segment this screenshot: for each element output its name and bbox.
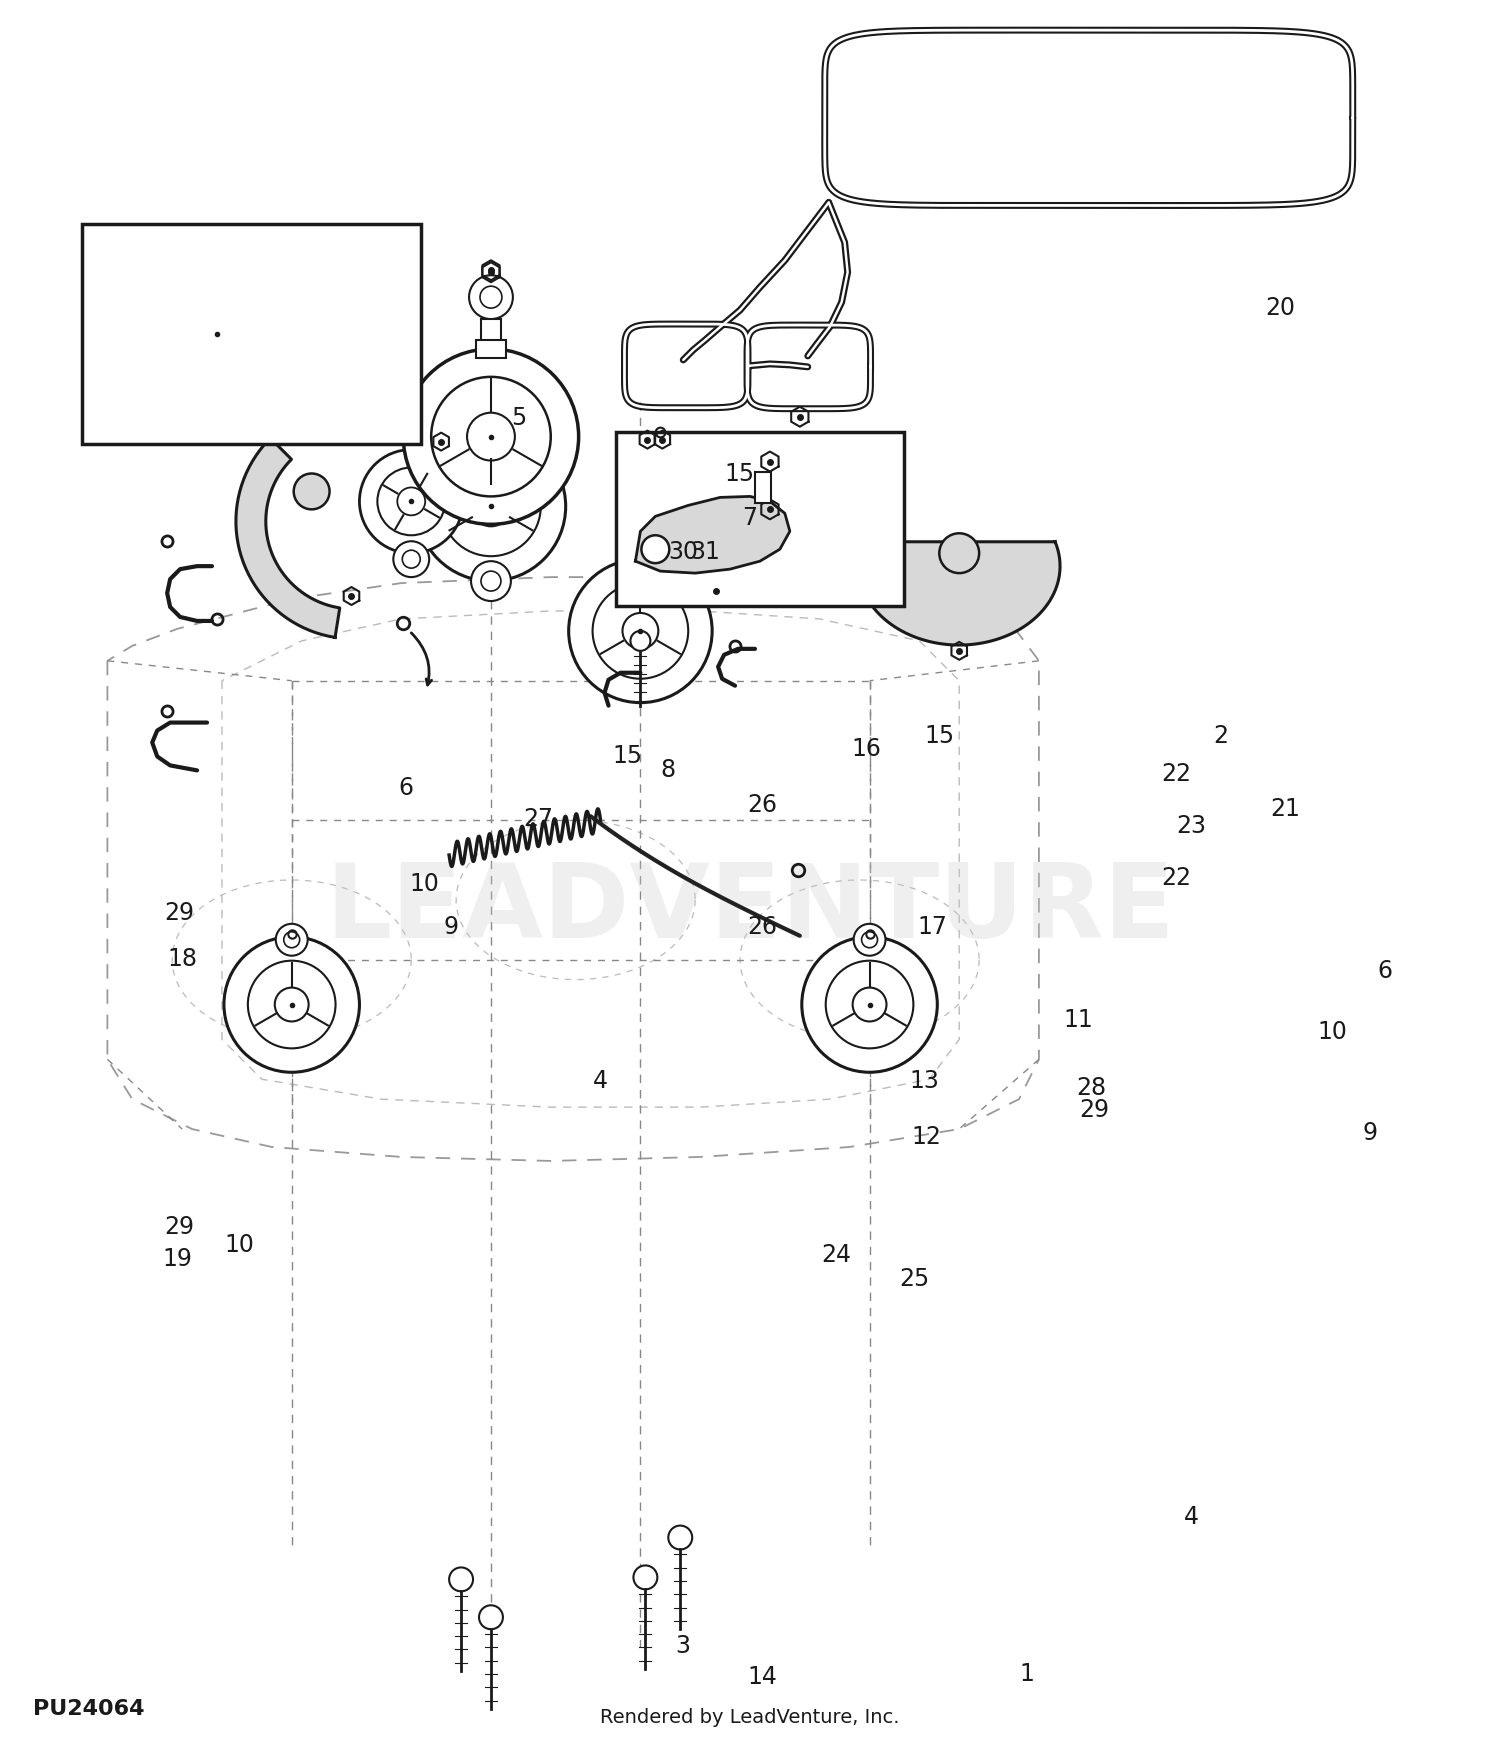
Circle shape (441, 457, 542, 556)
Circle shape (448, 1568, 472, 1591)
Circle shape (378, 467, 446, 536)
Circle shape (470, 275, 513, 318)
Text: 20: 20 (1266, 296, 1296, 320)
Text: 25: 25 (900, 1267, 930, 1292)
Polygon shape (236, 438, 340, 637)
Circle shape (852, 987, 886, 1022)
Bar (482, 318, 501, 341)
Text: 21: 21 (1270, 796, 1300, 821)
Circle shape (196, 313, 237, 354)
Text: 2: 2 (1214, 723, 1228, 747)
Circle shape (274, 987, 309, 1022)
Text: 5: 5 (512, 406, 526, 430)
Text: 28: 28 (1076, 1076, 1106, 1099)
Circle shape (853, 924, 885, 956)
Circle shape (430, 376, 550, 497)
Circle shape (592, 583, 688, 679)
Text: 9: 9 (444, 915, 459, 940)
Text: 12: 12 (912, 1125, 942, 1148)
Text: 26: 26 (747, 793, 777, 817)
Text: 15: 15 (612, 744, 642, 768)
Text: 6: 6 (399, 775, 414, 800)
Circle shape (276, 924, 308, 956)
Circle shape (416, 432, 566, 581)
Text: 9: 9 (1362, 1122, 1377, 1144)
Circle shape (248, 961, 336, 1048)
Circle shape (630, 632, 651, 651)
Text: PU24064: PU24064 (33, 1699, 144, 1718)
Circle shape (398, 488, 424, 514)
Circle shape (802, 936, 938, 1073)
Bar (615, 432, 904, 606)
Text: 15: 15 (724, 462, 754, 486)
Text: 18: 18 (166, 947, 196, 971)
Bar (476, 340, 506, 359)
Circle shape (642, 536, 669, 564)
Text: 17: 17 (918, 915, 948, 940)
Bar (754, 471, 771, 504)
Text: 4: 4 (1184, 1505, 1198, 1528)
Circle shape (669, 1526, 692, 1549)
Circle shape (404, 348, 579, 525)
Circle shape (939, 534, 980, 572)
Text: 19: 19 (162, 1246, 192, 1270)
Text: 11: 11 (1064, 1008, 1094, 1032)
Circle shape (466, 413, 514, 460)
Text: 7: 7 (742, 506, 758, 530)
Text: 30: 30 (668, 541, 698, 565)
Circle shape (633, 1566, 657, 1589)
Text: 16: 16 (852, 737, 882, 761)
Text: 1: 1 (1019, 1661, 1034, 1685)
Text: 27: 27 (524, 807, 554, 831)
Circle shape (825, 961, 914, 1048)
Circle shape (294, 474, 330, 509)
Circle shape (471, 487, 512, 527)
Text: 22: 22 (1161, 761, 1191, 786)
Text: 8: 8 (660, 758, 675, 782)
Text: 6: 6 (1377, 959, 1392, 984)
Circle shape (622, 546, 658, 581)
Text: 10: 10 (410, 872, 440, 896)
Text: 29: 29 (164, 1214, 194, 1239)
Circle shape (162, 280, 272, 388)
Text: Rendered by LeadVenture, Inc.: Rendered by LeadVenture, Inc. (600, 1708, 900, 1727)
Text: 22: 22 (1161, 866, 1191, 891)
Circle shape (224, 936, 360, 1073)
Text: 23: 23 (1176, 814, 1206, 838)
Text: 24: 24 (822, 1242, 852, 1267)
Text: 13: 13 (910, 1069, 940, 1092)
Circle shape (471, 562, 512, 600)
Text: 10: 10 (1318, 1020, 1348, 1045)
Text: 10: 10 (224, 1232, 254, 1256)
Circle shape (360, 450, 464, 553)
Circle shape (568, 560, 712, 704)
Text: 3: 3 (675, 1634, 690, 1657)
Text: LEADVENTURE: LEADVENTURE (326, 859, 1174, 961)
Polygon shape (636, 497, 790, 572)
Text: 14: 14 (747, 1664, 777, 1689)
Circle shape (135, 252, 298, 416)
Text: 29: 29 (1078, 1099, 1108, 1122)
Text: 4: 4 (592, 1069, 608, 1092)
Circle shape (478, 1605, 502, 1629)
Text: 26: 26 (747, 915, 777, 940)
Bar (82, 224, 422, 443)
Circle shape (393, 541, 429, 578)
Text: 31: 31 (690, 541, 720, 565)
Polygon shape (858, 542, 1060, 646)
Circle shape (622, 612, 658, 649)
Text: 15: 15 (926, 723, 956, 747)
Text: 29: 29 (164, 901, 194, 926)
